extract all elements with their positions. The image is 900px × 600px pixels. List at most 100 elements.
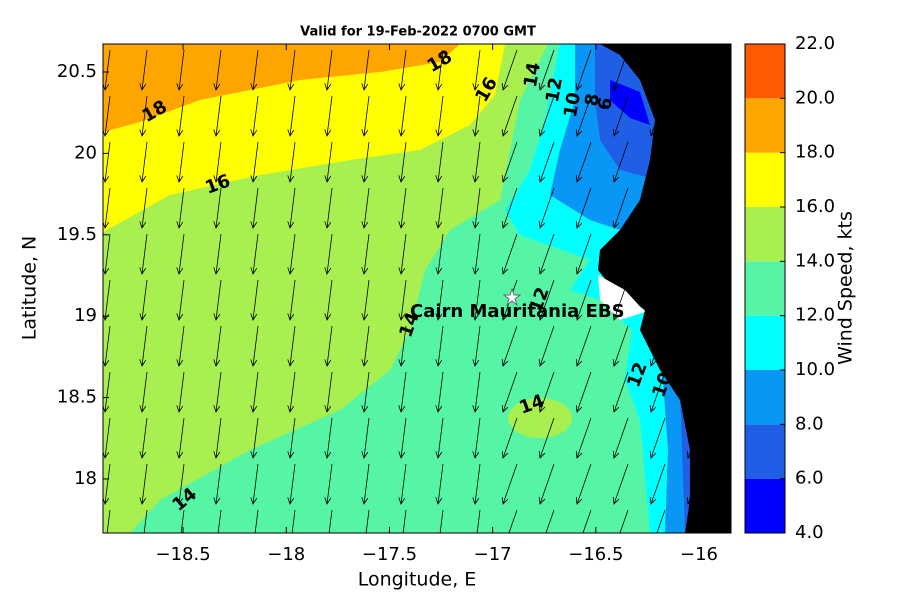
wind-arrow: [508, 509, 518, 533]
wind-arrow: [649, 463, 666, 505]
colorbar-tick-label: 6.0: [795, 468, 824, 489]
title: Valid for 19-Feb-2022 0700 GMT: [300, 25, 536, 40]
wind-arrow: [139, 95, 148, 137]
wind-arrow: [143, 509, 148, 533]
wind-arrow: [686, 463, 703, 505]
x-tick-label: −18: [267, 544, 305, 565]
y-tick-label: 18: [74, 468, 97, 489]
wind-arrow: [250, 325, 259, 367]
wind-arrow: [686, 417, 703, 459]
colorbar-band: [745, 370, 785, 425]
x-axis-label: Longitude, E: [358, 569, 477, 591]
contour-label: 10: [560, 91, 585, 119]
wind-arrow: [287, 279, 296, 321]
wind-arrow: [686, 95, 703, 137]
wind-arrow: [176, 279, 185, 321]
wind-arrow: [649, 279, 666, 321]
wind-arrow: [324, 417, 333, 459]
wind-arrow: [324, 279, 333, 321]
wind-arrow: [180, 509, 185, 533]
wind-arrow: [324, 49, 333, 91]
wind-arrow: [435, 417, 444, 459]
x-tick-label: −16: [680, 544, 718, 565]
wind-arrow: [538, 417, 555, 459]
wind-arrow: [287, 95, 296, 137]
colorbar-band: [745, 207, 785, 262]
y-tick-label: 20: [74, 142, 97, 163]
wind-arrow: [472, 325, 481, 367]
wind-arrow: [398, 233, 407, 275]
colorbar-tick-label: 12.0: [795, 305, 835, 326]
speed-region: [610, 80, 650, 125]
wind-arrow: [538, 371, 555, 413]
wind-arrow: [139, 49, 148, 91]
wind-arrow: [106, 509, 111, 533]
wind-arrow: [545, 509, 555, 533]
wind-arrow: [361, 463, 370, 505]
wind-arrow: [501, 463, 518, 505]
colorbar-tick-label: 8.0: [795, 413, 824, 434]
y-axis-label: Latitude, N: [19, 236, 41, 341]
colorbar-tick-label: 22.0: [795, 33, 835, 54]
colorbar-tick-label: 16.0: [795, 196, 835, 217]
wind-arrow: [649, 187, 666, 229]
wind-arrow: [612, 279, 629, 321]
wind-arrow: [501, 141, 518, 183]
speed-region: [508, 398, 572, 438]
wind-arrow: [649, 325, 666, 367]
wind-arrow: [139, 325, 148, 367]
colorbar-band: [745, 261, 785, 316]
wind-arrow: [324, 141, 333, 183]
wind-arrow: [575, 463, 592, 505]
x-tick-label: −18.5: [155, 544, 210, 565]
wind-arrow: [612, 463, 629, 505]
wind-arrow: [176, 141, 185, 183]
wind-arrow: [656, 509, 666, 533]
wind-arrow: [439, 509, 444, 533]
wind-arrow: [103, 141, 111, 183]
wind-arrow: [361, 417, 370, 459]
wind-arrow: [103, 95, 111, 137]
wind-arrow: [693, 509, 703, 533]
contour-label: 14: [520, 61, 545, 89]
wind-arrow: [213, 325, 222, 367]
wind-arrow: [649, 417, 666, 459]
wind-arrow: [612, 95, 629, 137]
site-label: Cairn Mauritania EBS: [410, 301, 625, 322]
wind-arrow: [361, 141, 370, 183]
wind-arrow: [398, 279, 407, 321]
colorbar-band: [745, 315, 785, 370]
wind-arrow: [361, 233, 370, 275]
wind-arrow: [538, 95, 555, 137]
wind-arrow: [250, 463, 259, 505]
wind-arrow: [103, 371, 111, 413]
wind-arrow: [365, 509, 370, 533]
wind-arrow: [435, 371, 444, 413]
wind-arrow: [324, 187, 333, 229]
wind-arrow: [250, 417, 259, 459]
wind-arrow: [612, 141, 629, 183]
wind-arrow: [575, 279, 592, 321]
wind-arrow: [472, 187, 481, 229]
wind-arrow: [287, 463, 296, 505]
wind-arrow: [612, 371, 629, 413]
wind-arrow: [501, 417, 518, 459]
wind-arrow: [435, 187, 444, 229]
map-area: Cairn Mauritania EBS: [103, 44, 731, 533]
contour-label: 8: [581, 92, 604, 108]
wind-arrow: [472, 371, 481, 413]
colorbar-tick-label: 14.0: [795, 250, 835, 271]
wind-arrow: [686, 187, 703, 229]
wind-arrow: [402, 509, 407, 533]
wind-arrow: [538, 49, 555, 91]
wind-arrow: [139, 463, 148, 505]
wind-arrow: [139, 371, 148, 413]
wind-arrow: [213, 371, 222, 413]
wind-arrow: [291, 509, 296, 533]
wind-arrow: [176, 463, 185, 505]
wind-arrow: [501, 325, 518, 367]
wind-arrow: [612, 187, 629, 229]
wind-arrow: [139, 279, 148, 321]
wind-arrow: [361, 325, 370, 367]
